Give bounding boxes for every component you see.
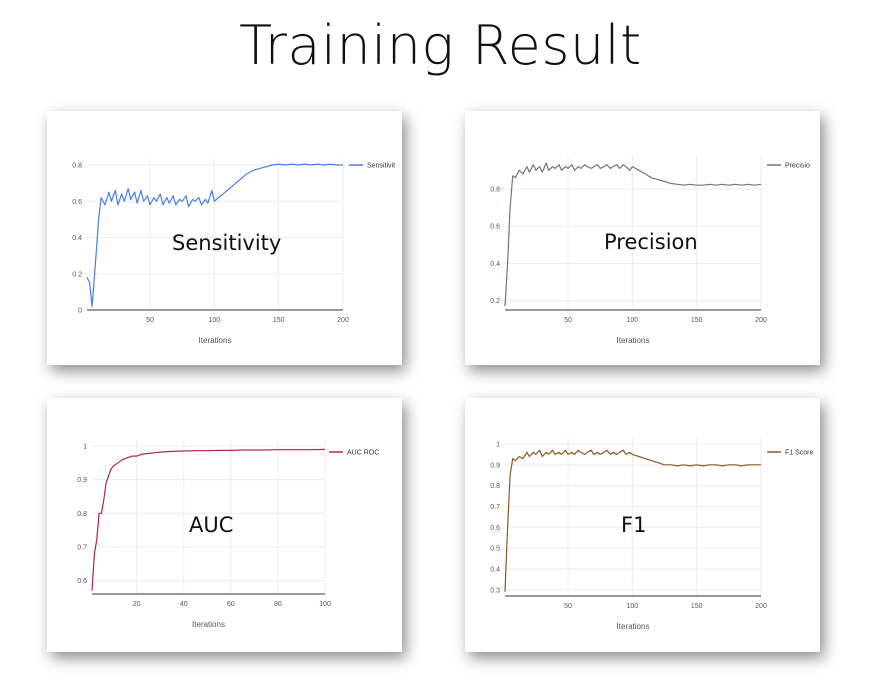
series-line — [504, 449, 761, 592]
y-tick-label: 0.8 — [77, 511, 87, 518]
y-tick-label: 0.6 — [490, 525, 500, 532]
f1-chart-card: 50 100 150 200 0.3 0.4 0.5 0.6 0.7 0.8 0.9 1 Iterati… — [465, 398, 820, 652]
y-tick-label: 1 — [496, 442, 500, 449]
y-tick-label: 0.7 — [77, 544, 87, 551]
x-tick-label: 150 — [691, 603, 703, 610]
x-axis-label: Iterations — [617, 336, 650, 345]
sensitivity-chart-card: 50 100 150 200 0 0.2 0.4 0.6 0.8 Iterations Sensit… — [47, 111, 402, 365]
x-tick-label: 40 — [180, 601, 188, 608]
precision-chart: 50 100 150 200 0.2 0.4 0.6 0.8 Iterations Precisi… — [490, 155, 810, 345]
precision-chart-label: Precision — [604, 230, 698, 254]
slide-title: Training Result — [239, 14, 642, 77]
y-tick-label: 0.4 — [490, 566, 500, 573]
f1-chart-label: F1 — [621, 513, 647, 537]
x-tick-label: 150 — [691, 317, 703, 324]
y-tick-label: 0.8 — [490, 483, 500, 490]
precision-chart-card: 50 100 150 200 0.2 0.4 0.6 0.8 Iterations Precisi… — [465, 111, 820, 365]
y-tick-label: 0 — [78, 308, 82, 315]
x-tick-label: 50 — [564, 317, 572, 324]
x-axis-label: Iterations — [617, 622, 650, 631]
y-tick-label: 0.9 — [77, 477, 87, 484]
sensitivity-chart: 50 100 150 200 0 0.2 0.4 0.6 0.8 Iterations Sensit… — [72, 159, 395, 345]
legend-label: AUC ROC — [347, 450, 379, 457]
series-line — [86, 163, 343, 307]
legend-label: F1 Score — [785, 450, 814, 457]
y-tick-label: 0.8 — [72, 163, 82, 170]
y-tick-label: 0.7 — [490, 504, 500, 511]
x-tick-label: 50 — [564, 603, 572, 610]
auc-chart-label: AUC — [189, 513, 234, 537]
y-tick-label: 0.6 — [490, 224, 500, 231]
x-tick-label: 100 — [209, 317, 221, 324]
y-tick-label: 0.5 — [490, 546, 500, 553]
y-tick-label: 1 — [83, 444, 87, 451]
x-tick-label: 150 — [273, 317, 285, 324]
y-tick-label: 0.2 — [72, 271, 82, 278]
f1-chart: 50 100 150 200 0.3 0.4 0.5 0.6 0.7 0.8 0.9 1 Iterati… — [490, 438, 814, 631]
y-tick-label: 0.6 — [72, 199, 82, 206]
x-tick-label: 100 — [627, 317, 639, 324]
y-tick-label: 0.6 — [77, 578, 87, 585]
y-tick-label: 0.3 — [490, 587, 500, 594]
x-tick-label: 200 — [755, 317, 767, 324]
x-tick-label: 100 — [627, 603, 639, 610]
y-tick-label: 0.9 — [490, 462, 500, 469]
x-tick-label: 200 — [337, 317, 349, 324]
series-line — [504, 162, 762, 307]
y-tick-label: 0.8 — [490, 186, 500, 193]
auc-chart: 20 40 60 80 100 0.6 0.7 0.8 0.9 1 Iterations AUC RO… — [77, 440, 379, 629]
y-tick-label: 0.2 — [490, 298, 500, 305]
sensitivity-chart-label: Sensitivity — [172, 231, 282, 255]
legend-label: Precisio — [785, 163, 810, 170]
x-axis-label: Iterations — [192, 620, 225, 629]
x-tick-label: 60 — [227, 601, 235, 608]
y-tick-label: 0.4 — [490, 261, 500, 268]
x-tick-label: 80 — [274, 601, 282, 608]
auc-chart-card: 20 40 60 80 100 0.6 0.7 0.8 0.9 1 Iterations AUC RO… — [47, 398, 402, 652]
x-tick-label: 20 — [133, 601, 141, 608]
x-axis-label: Iterations — [199, 336, 232, 345]
x-tick-label: 200 — [755, 603, 767, 610]
series-line — [91, 448, 326, 591]
legend-label: Sensitivit — [367, 163, 395, 170]
x-tick-label: 100 — [319, 601, 331, 608]
y-tick-label: 0.4 — [72, 235, 82, 242]
x-tick-label: 50 — [146, 317, 154, 324]
